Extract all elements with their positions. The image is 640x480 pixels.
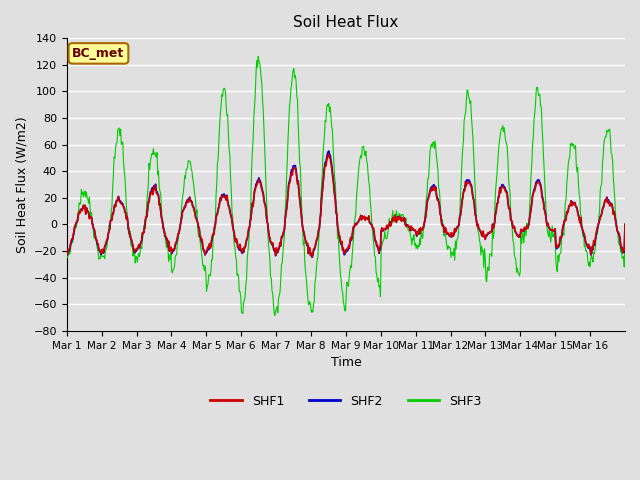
Legend: SHF1, SHF2, SHF3: SHF1, SHF2, SHF3	[205, 390, 486, 413]
Title: Soil Heat Flux: Soil Heat Flux	[293, 15, 399, 30]
Y-axis label: Soil Heat Flux (W/m2): Soil Heat Flux (W/m2)	[15, 116, 28, 253]
Text: BC_met: BC_met	[72, 47, 125, 60]
X-axis label: Time: Time	[330, 356, 361, 369]
